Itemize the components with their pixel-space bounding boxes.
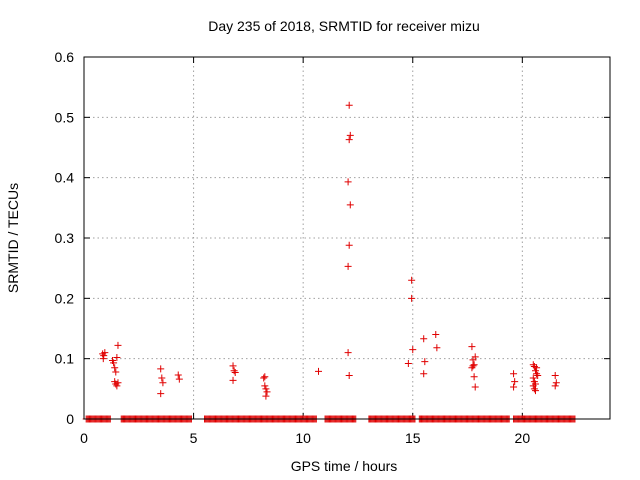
data-point bbox=[261, 382, 269, 390]
y-tick-label: 0 bbox=[66, 411, 74, 427]
data-point bbox=[551, 382, 559, 390]
data-point bbox=[529, 361, 537, 369]
data-point bbox=[157, 390, 165, 398]
data-point bbox=[262, 392, 270, 400]
data-point bbox=[113, 353, 121, 361]
data-point bbox=[230, 367, 238, 375]
y-tick-label: 0.1 bbox=[55, 351, 75, 367]
y-tick-label: 0.4 bbox=[55, 170, 75, 186]
data-point bbox=[533, 370, 541, 378]
data-point bbox=[345, 136, 353, 144]
data-point bbox=[231, 369, 239, 377]
data-point bbox=[511, 378, 519, 386]
y-tick-label: 0.6 bbox=[55, 49, 75, 65]
data-point bbox=[159, 379, 167, 387]
data-point bbox=[346, 131, 354, 139]
data-point bbox=[261, 373, 269, 381]
data-point bbox=[110, 359, 118, 367]
data-point bbox=[551, 372, 559, 380]
data-point bbox=[99, 355, 107, 363]
data-point bbox=[112, 368, 120, 376]
data-point bbox=[510, 383, 518, 391]
axis-ticks: 0 0.1 0.2 0.3 0.4 0.5 0.6 0 5 10 15 20 bbox=[55, 49, 610, 446]
data-points bbox=[82, 101, 579, 423]
data-point bbox=[345, 372, 353, 380]
x-tick-label: 10 bbox=[295, 430, 311, 446]
y-tick-label: 0.3 bbox=[55, 230, 75, 246]
data-point bbox=[408, 294, 416, 302]
data-point bbox=[345, 241, 353, 249]
x-tick-label: 20 bbox=[515, 430, 531, 446]
data-point bbox=[552, 379, 560, 387]
data-point bbox=[409, 346, 417, 354]
data-point bbox=[114, 341, 122, 349]
y-axis-label: SRMTID / TECUs bbox=[5, 183, 21, 293]
x-tick-label: 5 bbox=[190, 430, 198, 446]
data-point bbox=[534, 372, 542, 380]
data-point bbox=[111, 364, 119, 372]
data-point bbox=[421, 358, 429, 366]
chart-title: Day 235 of 2018, SRMTID for receiver miz… bbox=[208, 18, 480, 34]
data-point bbox=[174, 371, 182, 379]
data-point bbox=[471, 383, 479, 391]
data-point bbox=[344, 349, 352, 357]
data-point bbox=[229, 362, 237, 370]
data-point bbox=[533, 364, 541, 372]
data-point bbox=[262, 385, 270, 393]
data-point bbox=[510, 370, 518, 378]
x-tick-label: 15 bbox=[405, 430, 421, 446]
data-point bbox=[469, 362, 477, 370]
data-point bbox=[344, 262, 352, 270]
y-tick-label: 0.2 bbox=[55, 290, 75, 306]
data-point bbox=[408, 276, 416, 284]
data-point bbox=[529, 374, 537, 382]
x-tick-label: 0 bbox=[80, 430, 88, 446]
data-point bbox=[531, 387, 539, 395]
data-point bbox=[263, 388, 271, 396]
data-point bbox=[529, 382, 537, 390]
data-point bbox=[113, 382, 121, 390]
data-point bbox=[471, 353, 479, 361]
data-point bbox=[315, 367, 323, 375]
data-point bbox=[470, 373, 478, 381]
data-point bbox=[404, 359, 412, 367]
data-point bbox=[114, 379, 122, 387]
grid bbox=[84, 57, 610, 419]
x-axis-label: GPS time / hours bbox=[291, 458, 398, 474]
data-point bbox=[229, 376, 237, 384]
data-point bbox=[468, 364, 476, 372]
y-tick-label: 0.5 bbox=[55, 109, 75, 125]
data-point bbox=[432, 331, 440, 339]
data-point bbox=[175, 375, 183, 383]
data-point bbox=[433, 344, 441, 352]
data-point bbox=[158, 374, 166, 382]
data-point bbox=[468, 343, 476, 351]
data-point bbox=[157, 365, 165, 373]
data-point bbox=[420, 370, 428, 378]
data-point bbox=[101, 349, 109, 357]
data-point bbox=[345, 101, 353, 109]
data-point bbox=[346, 201, 354, 209]
data-point bbox=[344, 178, 352, 186]
data-point bbox=[530, 385, 538, 393]
data-point bbox=[420, 335, 428, 343]
data-point bbox=[531, 367, 539, 375]
data-point bbox=[260, 374, 268, 382]
plot-frame bbox=[83, 56, 611, 420]
